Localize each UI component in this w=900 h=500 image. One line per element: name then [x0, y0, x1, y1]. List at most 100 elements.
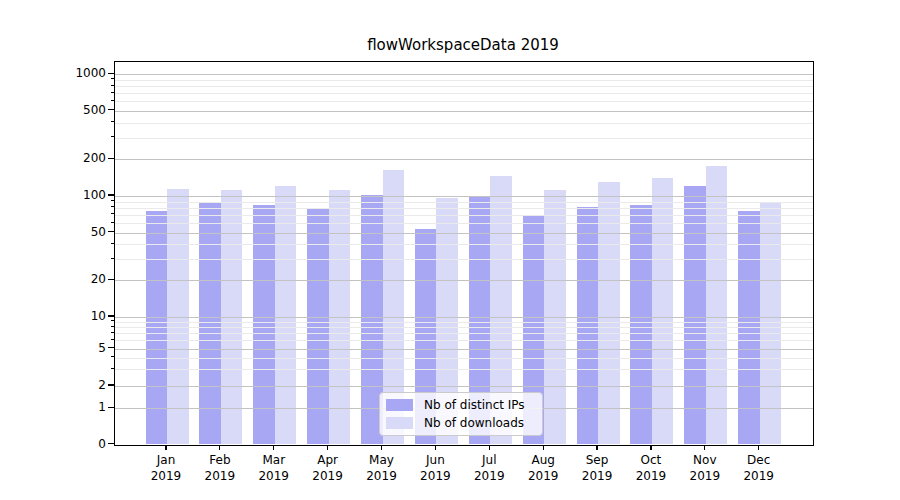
x-tick-label-month: May [352, 452, 412, 468]
x-tick-label-year: 2019 [513, 468, 573, 484]
y-tick-mark [108, 194, 114, 195]
x-tick-mark [489, 445, 490, 451]
x-tick-label-month: Nov [675, 452, 735, 468]
y-minor-tick-mark [111, 222, 115, 223]
bar-downloads [329, 190, 351, 445]
figure: flowWorkspaceData 2019 0 1 2 5 10 20 50 100 200 5… [0, 0, 900, 500]
x-tick-label-month: Jul [459, 452, 519, 468]
y-tick-label: 200 [0, 151, 106, 165]
y-minor-tick-mark [111, 326, 115, 327]
y-minor-tick-mark [111, 136, 115, 137]
x-tick-label-year: 2019 [621, 468, 681, 484]
y-tick-mark [108, 384, 114, 385]
y-minor-tick-mark [111, 85, 115, 86]
x-tick-mark [596, 445, 597, 451]
y-tick-label: 0 [0, 437, 106, 451]
x-tick-label-year: 2019 [567, 468, 627, 484]
x-tick-label-month: Aug [513, 452, 573, 468]
y-tick-label: 5 [0, 341, 106, 355]
x-tick-label-year: 2019 [244, 468, 304, 484]
y-minor-tick-mark [111, 339, 115, 340]
x-tick-mark [219, 445, 220, 451]
x-tick-label-year: 2019 [352, 468, 412, 484]
x-tick-label-month: Jun [405, 452, 465, 468]
y-tick-mark [108, 231, 114, 232]
bar-downloads [652, 178, 674, 445]
y-minor-tick-mark [111, 200, 115, 201]
x-tick-label: Jun2019 [405, 452, 465, 484]
x-tick-mark [543, 445, 544, 451]
y-minor-tick-mark [111, 100, 115, 101]
plot-area [114, 61, 814, 446]
y-tick-label: 100 [0, 188, 106, 202]
bar-downloads [275, 186, 297, 445]
x-tick-label-month: Sep [567, 452, 627, 468]
x-tick-mark [650, 445, 651, 451]
bar-distinct-ips [738, 211, 760, 445]
bar-downloads [760, 202, 782, 445]
bar-downloads [221, 190, 243, 444]
y-tick-label: 2 [0, 378, 106, 392]
x-tick-mark [381, 445, 382, 451]
legend-swatch-distinct-ips [386, 399, 413, 411]
x-tick-label: Jul2019 [459, 452, 519, 484]
y-minor-tick-mark [111, 206, 115, 207]
y-tick-label: 20 [0, 272, 106, 286]
y-tick-label: 10 [0, 309, 106, 323]
x-tick-label: Aug2019 [513, 452, 573, 484]
y-minor-tick-mark [111, 258, 115, 259]
legend-label-downloads: Nb of downloads [424, 416, 524, 430]
legend: Nb of distinct IPs Nb of downloads [379, 392, 543, 436]
bar-distinct-ips [577, 207, 599, 445]
x-tick-mark [758, 445, 759, 451]
bar-downloads [706, 166, 728, 444]
legend-item-downloads: Nb of downloads [386, 416, 536, 430]
x-tick-mark [165, 445, 166, 451]
x-tick-label-year: 2019 [298, 468, 358, 484]
y-tick-mark [108, 279, 114, 280]
x-tick-label-year: 2019 [405, 468, 465, 484]
x-tick-label: May2019 [352, 452, 412, 484]
x-tick-label: Dec2019 [729, 452, 789, 484]
y-tick-mark [108, 407, 114, 408]
y-minor-tick-mark [111, 320, 115, 321]
x-tick-label: Apr2019 [298, 452, 358, 484]
y-minor-tick-mark [111, 356, 115, 357]
bar-distinct-ips [199, 202, 221, 444]
chart-title: flowWorkspaceData 2019 [114, 36, 812, 54]
x-tick-label: Jan2019 [136, 452, 196, 484]
y-tick-label: 1 [0, 400, 106, 414]
x-tick-label: Oct2019 [621, 452, 681, 484]
y-minor-tick-mark [111, 78, 115, 79]
bar-distinct-ips [307, 209, 329, 444]
y-minor-tick-mark [111, 368, 115, 369]
y-tick-mark [108, 347, 114, 348]
bars-layer [115, 62, 813, 445]
y-tick-mark [108, 158, 114, 159]
x-tick-label-month: Jan [136, 452, 196, 468]
bar-downloads [544, 190, 566, 444]
x-tick-label: Mar2019 [244, 452, 304, 484]
x-tick-label: Nov2019 [675, 452, 735, 484]
legend-label-distinct-ips: Nb of distinct IPs [424, 398, 525, 412]
x-tick-label-month: Apr [298, 452, 358, 468]
x-tick-label-year: 2019 [190, 468, 250, 484]
x-tick-label: Sep2019 [567, 452, 627, 484]
y-tick-label: 50 [0, 225, 106, 239]
y-tick-label: 500 [0, 103, 106, 117]
y-minor-tick-mark [111, 121, 115, 122]
x-tick-label-month: Dec [729, 452, 789, 468]
x-tick-label-year: 2019 [459, 468, 519, 484]
x-tick-mark [704, 445, 705, 451]
y-tick-mark [108, 443, 114, 444]
bar-distinct-ips [146, 211, 168, 445]
x-tick-label-year: 2019 [729, 468, 789, 484]
bar-downloads [167, 189, 189, 444]
x-tick-label-month: Feb [190, 452, 250, 468]
legend-swatch-downloads [386, 417, 413, 429]
x-tick-label-year: 2019 [136, 468, 196, 484]
y-minor-tick-mark [111, 213, 115, 214]
x-tick-mark [435, 445, 436, 451]
legend-item-distinct-ips: Nb of distinct IPs [386, 398, 536, 412]
bar-distinct-ips [253, 205, 275, 445]
